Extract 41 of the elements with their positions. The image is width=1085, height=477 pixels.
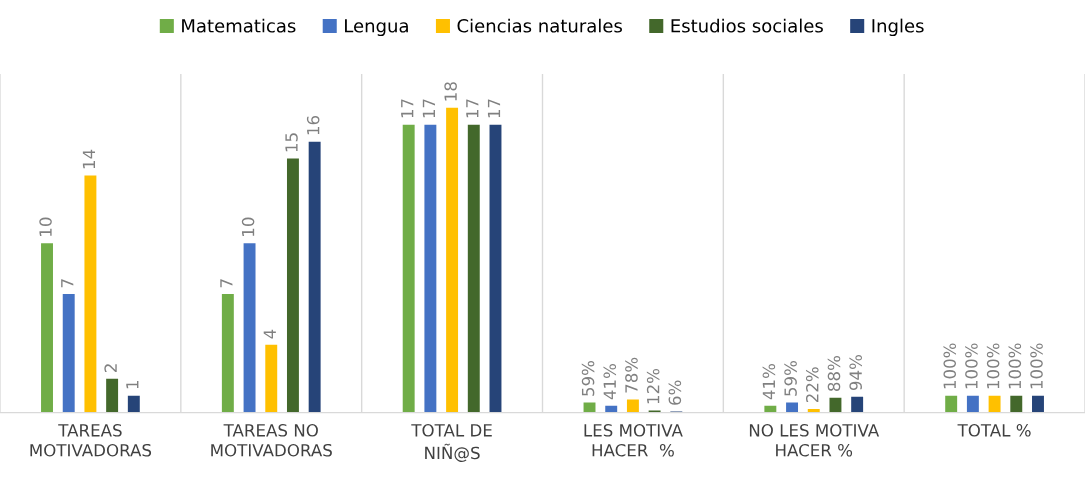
data-label: 10 xyxy=(39,217,52,236)
data-label: 15 xyxy=(285,133,298,152)
data-label: 94% xyxy=(849,355,862,391)
data-label: 1 xyxy=(126,381,139,389)
data-label: 41% xyxy=(762,363,776,400)
legend-label: Ingles xyxy=(872,18,924,37)
data-label: 17 xyxy=(422,99,435,118)
data-label: 100% xyxy=(943,343,957,389)
data-label: 6% xyxy=(668,380,682,405)
legend-label: Ciencias naturales xyxy=(457,18,622,33)
data-label: 4 xyxy=(263,329,276,339)
data-label: 100% xyxy=(1030,343,1043,389)
legend-label: Estudios sociales xyxy=(671,18,823,33)
data-label: 41% xyxy=(603,363,617,400)
x-tick-label: TAREAS NO MOTIVADORAS xyxy=(211,424,332,457)
data-label: 22% xyxy=(805,367,819,403)
data-label: 59% xyxy=(581,360,595,396)
data-label: 78% xyxy=(625,357,638,393)
data-label: 100% xyxy=(1008,343,1022,389)
data-label: 18 xyxy=(444,82,457,101)
x-tick-label: TAREAS MOTIVADORAS xyxy=(30,424,152,457)
data-label: 17 xyxy=(487,99,501,118)
x-tick-label: LES MOTIVA HACER % xyxy=(584,424,683,457)
x-tick-label: TOTAL % xyxy=(957,424,1031,437)
data-label: 12% xyxy=(646,368,660,404)
x-tick-label: TOTAL DE NIÑ@S xyxy=(411,424,492,462)
data-label: 88% xyxy=(827,356,841,392)
data-label: 7 xyxy=(220,279,233,288)
data-label: 100% xyxy=(986,343,1000,389)
x-tick-label: NO LES MOTIVA HACER % xyxy=(749,424,880,457)
legend-label: Lengua xyxy=(345,19,408,37)
legend-label: Matematicas xyxy=(182,18,296,33)
data-label: 17 xyxy=(466,99,479,118)
data-label: 17 xyxy=(401,99,414,118)
data-label: 10 xyxy=(241,217,255,236)
data-label: 14 xyxy=(82,149,96,169)
data-label: 100% xyxy=(965,343,978,389)
data-label: 7 xyxy=(61,279,74,288)
data-label: 2 xyxy=(104,364,117,372)
data-label: 16 xyxy=(306,115,320,135)
data-label: 59% xyxy=(784,360,797,396)
